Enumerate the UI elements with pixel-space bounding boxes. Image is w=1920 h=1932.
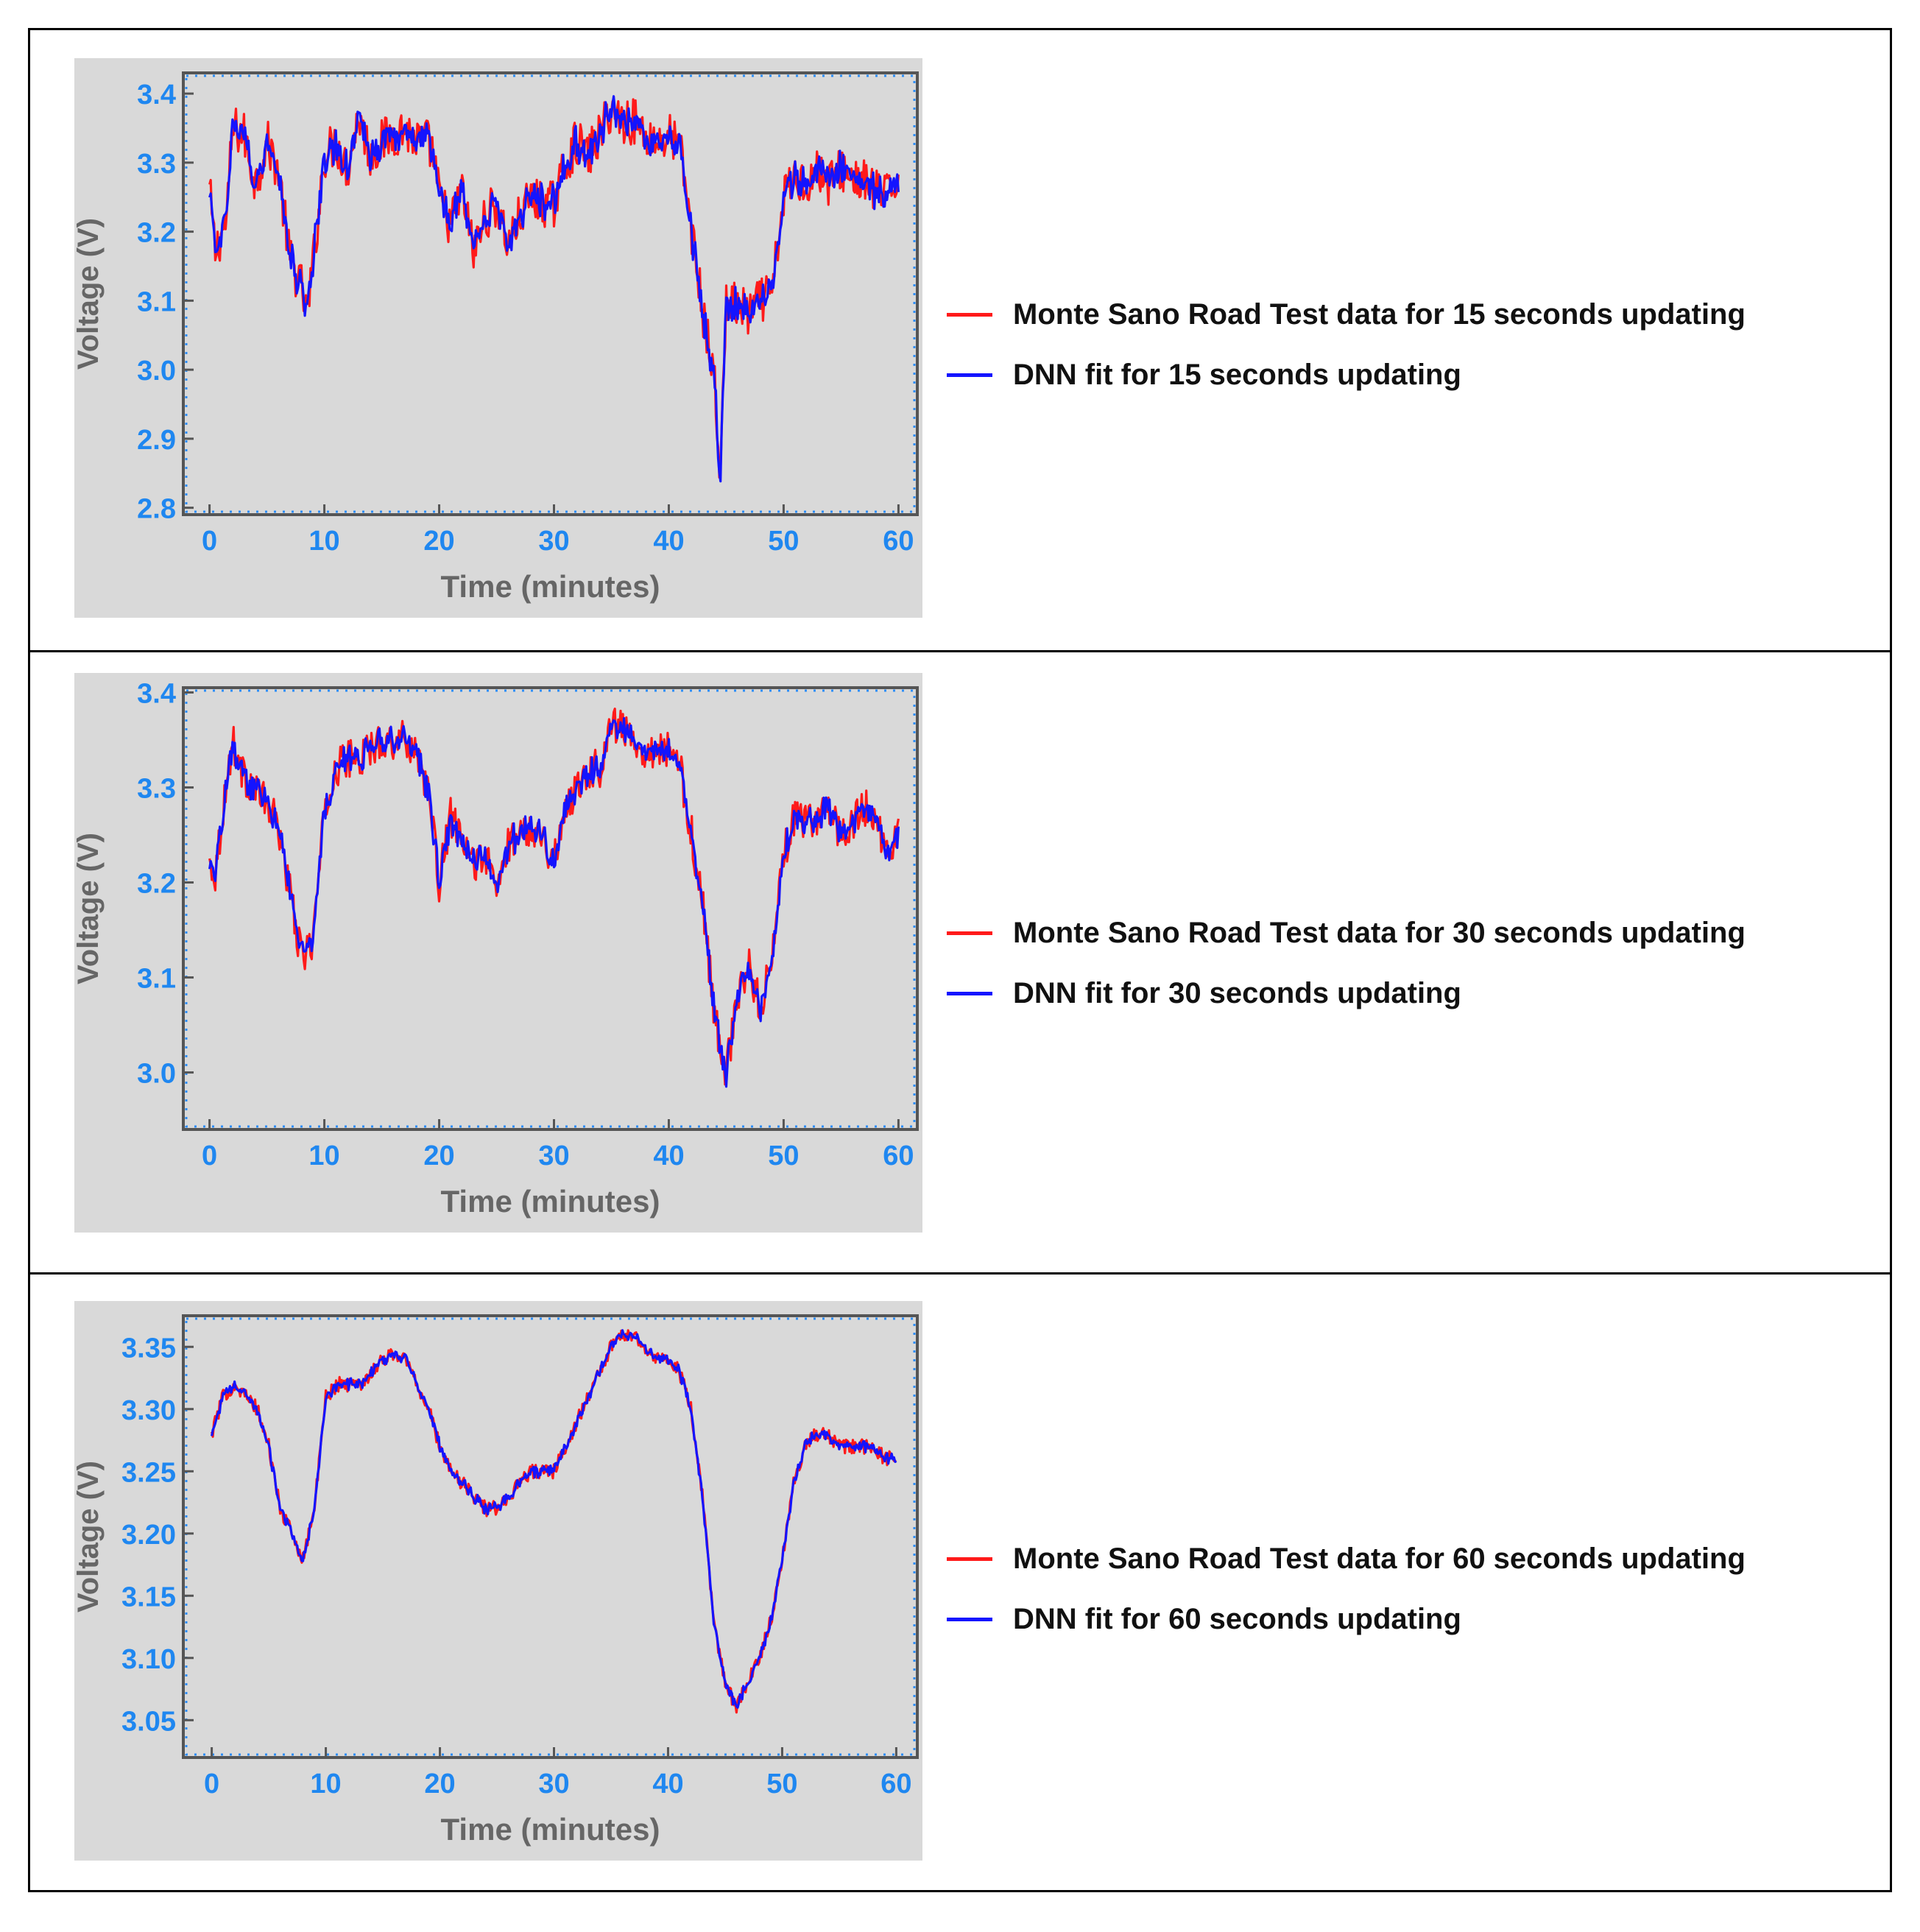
y-tick-label: 3.4 [137, 80, 176, 110]
y-tick-label: 2.9 [137, 425, 176, 456]
legend-label: DNN fit for 60 seconds updating [1013, 1602, 1461, 1635]
figure-table: 2.8 2.9 3.0 3.1 3.2 3.3 3.4 0 10 20 30 40 50 60 Time (… [28, 28, 1892, 1892]
x-tick-label: 60 [880, 1769, 911, 1799]
x-tick-label: 30 [538, 1140, 569, 1171]
x-tick-label: 10 [308, 1140, 339, 1171]
legend-swatch-red [947, 1556, 992, 1561]
y-tick-label: 3.2 [137, 218, 176, 249]
x-tick-label: 30 [538, 1769, 569, 1799]
y-axis-label: Voltage (V) [74, 833, 105, 984]
y-axis-label: Voltage (V) [74, 1461, 105, 1612]
legend-label: Monte Sano Road Test data for 60 seconds… [1013, 1542, 1746, 1575]
x-tick-label: 0 [202, 526, 217, 557]
chart-30s: 3.0 3.1 3.2 3.3 3.4 0 10 20 30 40 50 60 Time (minute… [74, 673, 922, 1233]
x-tick-label: 20 [423, 1140, 454, 1171]
y-tick-label: 3.1 [137, 964, 176, 995]
y-tick-label: 3.3 [137, 149, 176, 180]
plot-frame-ticks [185, 74, 916, 513]
chart-panel-60s: 3.05 3.10 3.15 3.20 3.25 3.30 3.35 0 10 20 30 40 50 6… [30, 1275, 1890, 1892]
chart-panel-30s: 3.0 3.1 3.2 3.3 3.4 0 10 20 30 40 50 60 Time (minute… [30, 652, 1890, 1275]
legend-item-data: Monte Sano Road Test data for 60 seconds… [947, 1529, 1746, 1589]
legend-item-fit: DNN fit for 30 seconds updating [947, 963, 1746, 1023]
y-tick-label: 3.3 [137, 773, 176, 804]
chart-svg: 3.05 3.10 3.15 3.20 3.25 3.30 3.35 0 10 20 30 40 50 6… [74, 1301, 922, 1861]
y-tick-label: 3.20 [121, 1520, 176, 1551]
legend-15s: Monte Sano Road Test data for 15 seconds… [947, 284, 1746, 405]
series-line-test-data [208, 98, 900, 479]
x-tick-label: 50 [768, 526, 799, 557]
y-tick-label: 3.25 [121, 1457, 176, 1488]
chart-background [74, 58, 922, 618]
x-tick-label: 40 [652, 1769, 683, 1799]
x-axis-label: Time (minutes) [441, 569, 660, 604]
series-line-dnn-fit [211, 1329, 897, 1709]
chart-15s: 2.8 2.9 3.0 3.1 3.2 3.3 3.4 0 10 20 30 40 50 60 Time (… [74, 58, 922, 618]
chart-panel-15s: 2.8 2.9 3.0 3.1 3.2 3.3 3.4 0 10 20 30 40 50 60 Time (… [30, 30, 1890, 652]
x-tick-label: 60 [883, 1140, 914, 1171]
y-tick-label: 3.35 [121, 1333, 176, 1364]
plot-frame-ticks [185, 689, 916, 1128]
legend-item-data: Monte Sano Road Test data for 30 seconds… [947, 903, 1746, 963]
legend-label: Monte Sano Road Test data for 30 seconds… [1013, 916, 1746, 949]
x-tick-label: 10 [310, 1769, 341, 1799]
plot-frame [182, 71, 919, 516]
y-tick-label: 3.10 [121, 1644, 176, 1675]
y-tick-label: 3.4 [137, 678, 176, 709]
y-tick-label: 3.30 [121, 1395, 176, 1426]
x-tick-label: 20 [424, 1769, 455, 1799]
chart-60s: 3.05 3.10 3.15 3.20 3.25 3.30 3.35 0 10 20 30 40 50 6… [74, 1301, 922, 1861]
plot-frame [182, 1314, 919, 1759]
y-tick-label: 3.0 [137, 1059, 176, 1090]
x-tick-label: 20 [423, 526, 454, 557]
y-tick-label: 3.05 [121, 1706, 176, 1737]
x-tick-label: 50 [768, 1140, 799, 1171]
x-tick-label: 0 [202, 1140, 217, 1171]
legend-item-data: Monte Sano Road Test data for 15 seconds… [947, 284, 1746, 345]
series-line-dnn-fit [208, 95, 900, 483]
legend-swatch-blue [947, 991, 992, 995]
legend-30s: Monte Sano Road Test data for 30 seconds… [947, 903, 1746, 1023]
legend-swatch-blue [947, 373, 992, 377]
x-tick-label: 0 [204, 1769, 219, 1799]
plot-frame [182, 686, 919, 1131]
y-tick-label: 3.15 [121, 1582, 176, 1612]
x-tick-label: 40 [653, 1140, 684, 1171]
legend-60s: Monte Sano Road Test data for 60 seconds… [947, 1529, 1746, 1649]
x-axis-label: Time (minutes) [441, 1812, 660, 1847]
x-tick-label: 50 [766, 1769, 797, 1799]
x-tick-label: 60 [883, 526, 914, 557]
legend-label: Monte Sano Road Test data for 15 seconds… [1013, 297, 1746, 331]
legend-label: DNN fit for 30 seconds updating [1013, 976, 1461, 1009]
y-tick-label: 3.0 [137, 356, 176, 387]
legend-item-fit: DNN fit for 15 seconds updating [947, 345, 1746, 405]
y-tick-label: 3.1 [137, 286, 176, 317]
y-tick-label: 2.8 [137, 494, 176, 525]
legend-swatch-blue [947, 1617, 992, 1621]
plot-frame-ticks [185, 1317, 916, 1756]
x-tick-label: 40 [653, 526, 684, 557]
chart-background [74, 673, 922, 1233]
legend-swatch-red [947, 931, 992, 935]
x-axis-label: Time (minutes) [441, 1184, 660, 1219]
series-line-dnn-fit [208, 716, 900, 1088]
x-tick-label: 30 [538, 526, 569, 557]
y-axis-label: Voltage (V) [74, 218, 105, 370]
legend-label: DNN fit for 15 seconds updating [1013, 358, 1461, 391]
legend-swatch-red [947, 312, 992, 317]
chart-svg: 2.8 2.9 3.0 3.1 3.2 3.3 3.4 0 10 20 30 40 50 60 Time (… [74, 58, 922, 618]
chart-background [74, 1301, 922, 1861]
y-tick-label: 3.2 [137, 869, 176, 900]
legend-item-fit: DNN fit for 60 seconds updating [947, 1589, 1746, 1649]
x-tick-label: 10 [308, 526, 339, 557]
chart-svg: 3.0 3.1 3.2 3.3 3.4 0 10 20 30 40 50 60 Time (minute… [74, 673, 922, 1233]
